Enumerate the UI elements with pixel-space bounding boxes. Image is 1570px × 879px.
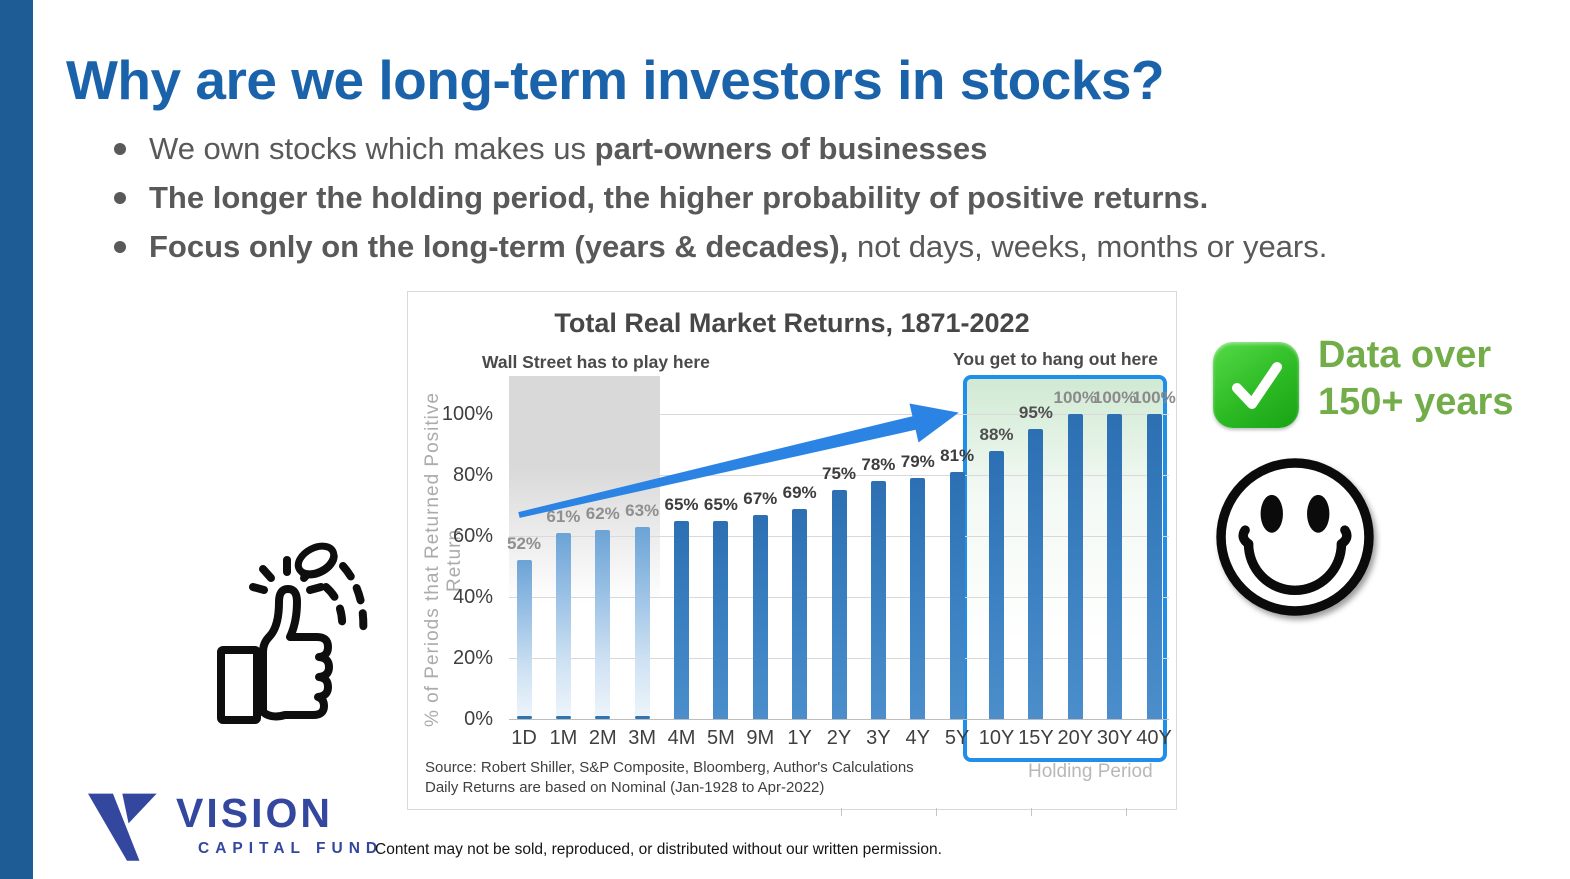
bullet-text: We own stocks which makes us [149, 131, 595, 166]
footer-disclaimer: Content may not be sold, reproduced, or … [375, 841, 942, 858]
y-tick-label: 100% [441, 403, 493, 425]
bullet-dot [114, 192, 126, 204]
bar-value-label: 100% [1053, 388, 1097, 407]
annotation-wall-street: Wall Street has to play here [482, 352, 710, 372]
market-returns-chart: Total Real Market Returns, 1871-2022 Wal… [407, 291, 1177, 816]
x-tick-label: 3M [628, 727, 657, 749]
x-tick-label: 2Y [826, 727, 852, 749]
logo-name: VISION [176, 790, 333, 836]
x-tick-label: 5M [706, 727, 735, 749]
bar-15Y [1028, 429, 1044, 719]
x-tick-label: 1Y [787, 727, 812, 749]
bullet-text-bold: The longer the holding period, the highe… [149, 180, 1209, 215]
bar-20Y [1067, 414, 1083, 719]
bar-3M [634, 526, 650, 720]
bullet-item: Focus only on the long-term (years & dec… [112, 228, 1542, 265]
annotation-hang-out: You get to hang out here [953, 349, 1158, 369]
y-tick-label: 60% [452, 525, 493, 547]
plot-area: 52% 1D 61% 1M 62% 2M 63% 3M 65% 4M 65% 5M 67% 9M 69% 1Y… [507, 375, 1176, 762]
smiley-face-icon [1216, 458, 1374, 616]
bar-30Y [1107, 414, 1123, 719]
vision-v-mark-icon [88, 793, 157, 861]
chart-edge-tick [1126, 808, 1127, 816]
bullet-item: We own stocks which makes us part-owners… [112, 130, 1542, 167]
source-note: Source: Robert Shiller, S&P Composite, B… [425, 758, 914, 798]
check-mark-icon [1213, 342, 1299, 428]
callout-line-1: Data over [1318, 334, 1492, 376]
bar-1Y [792, 508, 808, 719]
bar-value-label: 95% [1018, 403, 1053, 423]
bar-2Y [831, 490, 847, 719]
chart-edge-tick [1031, 808, 1032, 816]
thumbs-up-coin-flip-icon [217, 542, 368, 724]
bar-value-label: 69% [782, 482, 817, 502]
bullet-text: not days, weeks, months or years. [848, 229, 1328, 264]
bar-3Y [870, 481, 886, 719]
x-tick-label: 2M [588, 727, 617, 749]
x-tick-label: 1M [549, 727, 578, 749]
bar-10Y [989, 450, 1004, 719]
x-tick-label: 20Y [1057, 727, 1094, 749]
vision-logo: VISION CAPITAL FUND [88, 790, 388, 870]
x-axis-title: Holding Period [1028, 761, 1153, 782]
x-tick-label: 15Y [1018, 727, 1054, 749]
source-line-2: Daily Returns are based on Nominal (Jan-… [425, 779, 825, 796]
y-tick-label: 80% [452, 464, 493, 486]
x-tick-label: 3Y [866, 727, 891, 749]
page-title: Why are we long-term investors in stocks… [66, 49, 1165, 111]
bar-value-label: 100% [1132, 388, 1176, 407]
bar-value-label: 81% [940, 445, 975, 465]
bar-value-label: 100% [1092, 388, 1137, 407]
source-line-1: Source: Robert Shiller, S&P Composite, B… [425, 759, 914, 776]
bar-value-label: 88% [979, 424, 1014, 444]
bar-9M [752, 514, 768, 719]
chart-edge-tick [841, 808, 842, 816]
left-accent-bar [0, 0, 33, 879]
bar-1D [516, 560, 532, 719]
bar-2M [595, 529, 611, 720]
callout-line-2: 150+ years [1318, 381, 1514, 423]
bar-40Y [1146, 414, 1162, 719]
bullet-text-bold: Focus only on the long-term (years & dec… [149, 229, 849, 264]
bullet-item: The longer the holding period, the highe… [112, 179, 1542, 216]
bar-5Y [949, 471, 965, 719]
y-tick-label: 40% [452, 586, 493, 608]
bar-4Y [910, 478, 926, 719]
bar-4M [674, 520, 689, 719]
x-tick-label: 9M [746, 727, 775, 749]
chart-title: Total Real Market Returns, 1871-2022 [554, 308, 1030, 338]
bullet-dot [114, 241, 126, 253]
y-tick-label: 0% [464, 708, 493, 730]
gridline [509, 719, 1169, 720]
bar-value-label: 52% [506, 534, 542, 554]
x-tick-label: 5Y [944, 727, 970, 749]
x-tick-label: 1D [511, 727, 537, 749]
logo-subname: CAPITAL FUND [198, 840, 384, 857]
x-tick-label: 4M [667, 727, 696, 749]
x-tick-label: 30Y [1096, 727, 1133, 749]
bullet-list: We own stocks which makes us part-owners… [112, 130, 1542, 277]
y-tick-label: 20% [452, 647, 493, 669]
bullet-dot [114, 143, 126, 155]
data-over-150-years-label: Data over 150+ years [1318, 332, 1570, 426]
y-axis-ticks: 0% 20% 40% 60% 80% 100% [429, 403, 493, 730]
bullet-text-bold: part-owners of businesses [594, 131, 988, 166]
bar-5M [713, 520, 729, 719]
bar-1M [555, 532, 571, 720]
x-tick-label: 4Y [905, 727, 930, 749]
x-tick-label: 40Y [1136, 727, 1172, 749]
x-tick-label: 10Y [978, 727, 1015, 749]
chart-edge-tick [936, 808, 937, 816]
